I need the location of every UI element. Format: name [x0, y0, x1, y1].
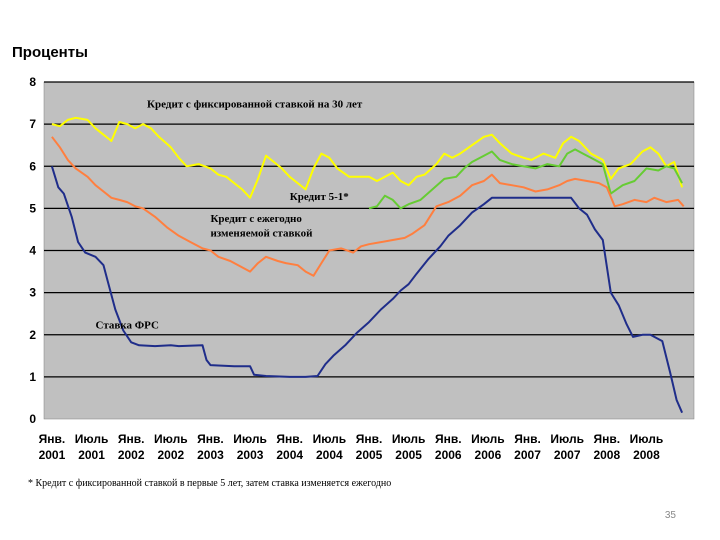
grid-lines — [44, 81, 694, 378]
x-tick-label-13-line1: Июль — [550, 432, 584, 446]
x-tick-label-8-line1: Янв. — [356, 432, 383, 446]
ann-arm-1: Кредит с ежегодно — [210, 213, 302, 225]
y-tick-6: 6 — [29, 159, 36, 173]
x-tick-label-2-line2: 2002 — [118, 448, 145, 462]
x-tick-label-4-line2: 2003 — [197, 448, 224, 462]
ann-51: Кредит 5-1* — [290, 191, 350, 203]
x-tick-label-5-line1: Июль — [233, 432, 267, 446]
y-tick-3: 3 — [29, 286, 36, 300]
x-tick-label-9-line1: Июль — [392, 432, 426, 446]
x-tick-label-13-line2: 2007 — [554, 448, 581, 462]
x-tick-label-5-line2: 2003 — [237, 448, 264, 462]
y-tick-2: 2 — [29, 328, 36, 342]
y-tick-1: 1 — [29, 370, 36, 384]
y-axis-label: Проценты — [12, 44, 88, 61]
series-line-2 — [51, 136, 685, 277]
x-tick-label-0-line2: 2001 — [39, 448, 66, 462]
y-tick-0: 0 — [29, 412, 36, 426]
y-tick-4: 4 — [29, 244, 36, 258]
x-tick-label-15-line2: 2008 — [633, 448, 660, 462]
x-tick-label-2-line1: Янв. — [118, 432, 145, 446]
x-tick-label-11-line1: Июль — [471, 432, 505, 446]
x-tick-label-10-line1: Янв. — [435, 432, 462, 446]
series-line-1 — [368, 148, 683, 210]
series-lines — [50, 116, 685, 414]
y-tick-5: 5 — [29, 201, 36, 215]
x-tick-label-14-line2: 2008 — [593, 448, 620, 462]
x-tick-label-14-line1: Янв. — [594, 432, 621, 446]
page-number: 35 — [664, 510, 676, 521]
footnote: * Кредит с фиксированной ставкой в первы… — [28, 478, 392, 489]
x-tick-label-3-line2: 2002 — [157, 448, 184, 462]
y-tick-7: 7 — [29, 117, 36, 131]
x-tick-label-6-line2: 2004 — [276, 448, 303, 462]
x-tick-label-12-line1: Янв. — [514, 432, 541, 446]
x-tick-label-11-line2: 2006 — [475, 448, 502, 462]
chart-annotations: Кредит с фиксированной ставкой на 30 лет… — [96, 98, 363, 331]
x-tick-label-6-line1: Янв. — [276, 432, 303, 446]
x-tick-label-15-line1: Июль — [630, 432, 664, 446]
x-tick-label-10-line2: 2006 — [435, 448, 462, 462]
x-tick-label-7-line1: Июль — [313, 432, 347, 446]
y-tick-8: 8 — [29, 75, 36, 89]
series-line-3 — [50, 166, 684, 414]
x-tick-label-0-line1: Янв. — [39, 432, 66, 446]
y-tick-labels: 0 1 2 3 4 5 6 7 8 — [29, 75, 36, 426]
ann-arm-2: изменяемой ставкой — [210, 228, 313, 240]
x-tick-label-7-line2: 2004 — [316, 448, 343, 462]
series-line-0 — [51, 116, 684, 199]
x-tick-labels: Янв. 2001 Июль 2001 Янв. 2002 Июль 2002 Янв. 2003… — [39, 432, 664, 462]
x-tick-label-4-line1: Янв. — [197, 432, 224, 446]
x-tick-label-8-line2: 2005 — [356, 448, 383, 462]
ann-fed: Ставка ФРС — [96, 319, 159, 331]
ann-30yr: Кредит с фиксированной ставкой на 30 лет — [147, 98, 363, 110]
x-tick-label-9-line2: 2005 — [395, 448, 422, 462]
x-tick-label-3-line1: Июль — [154, 432, 188, 446]
x-tick-label-1-line2: 2001 — [78, 448, 105, 462]
x-tick-label-1-line1: Июль — [75, 432, 109, 446]
x-tick-label-12-line2: 2007 — [514, 448, 541, 462]
